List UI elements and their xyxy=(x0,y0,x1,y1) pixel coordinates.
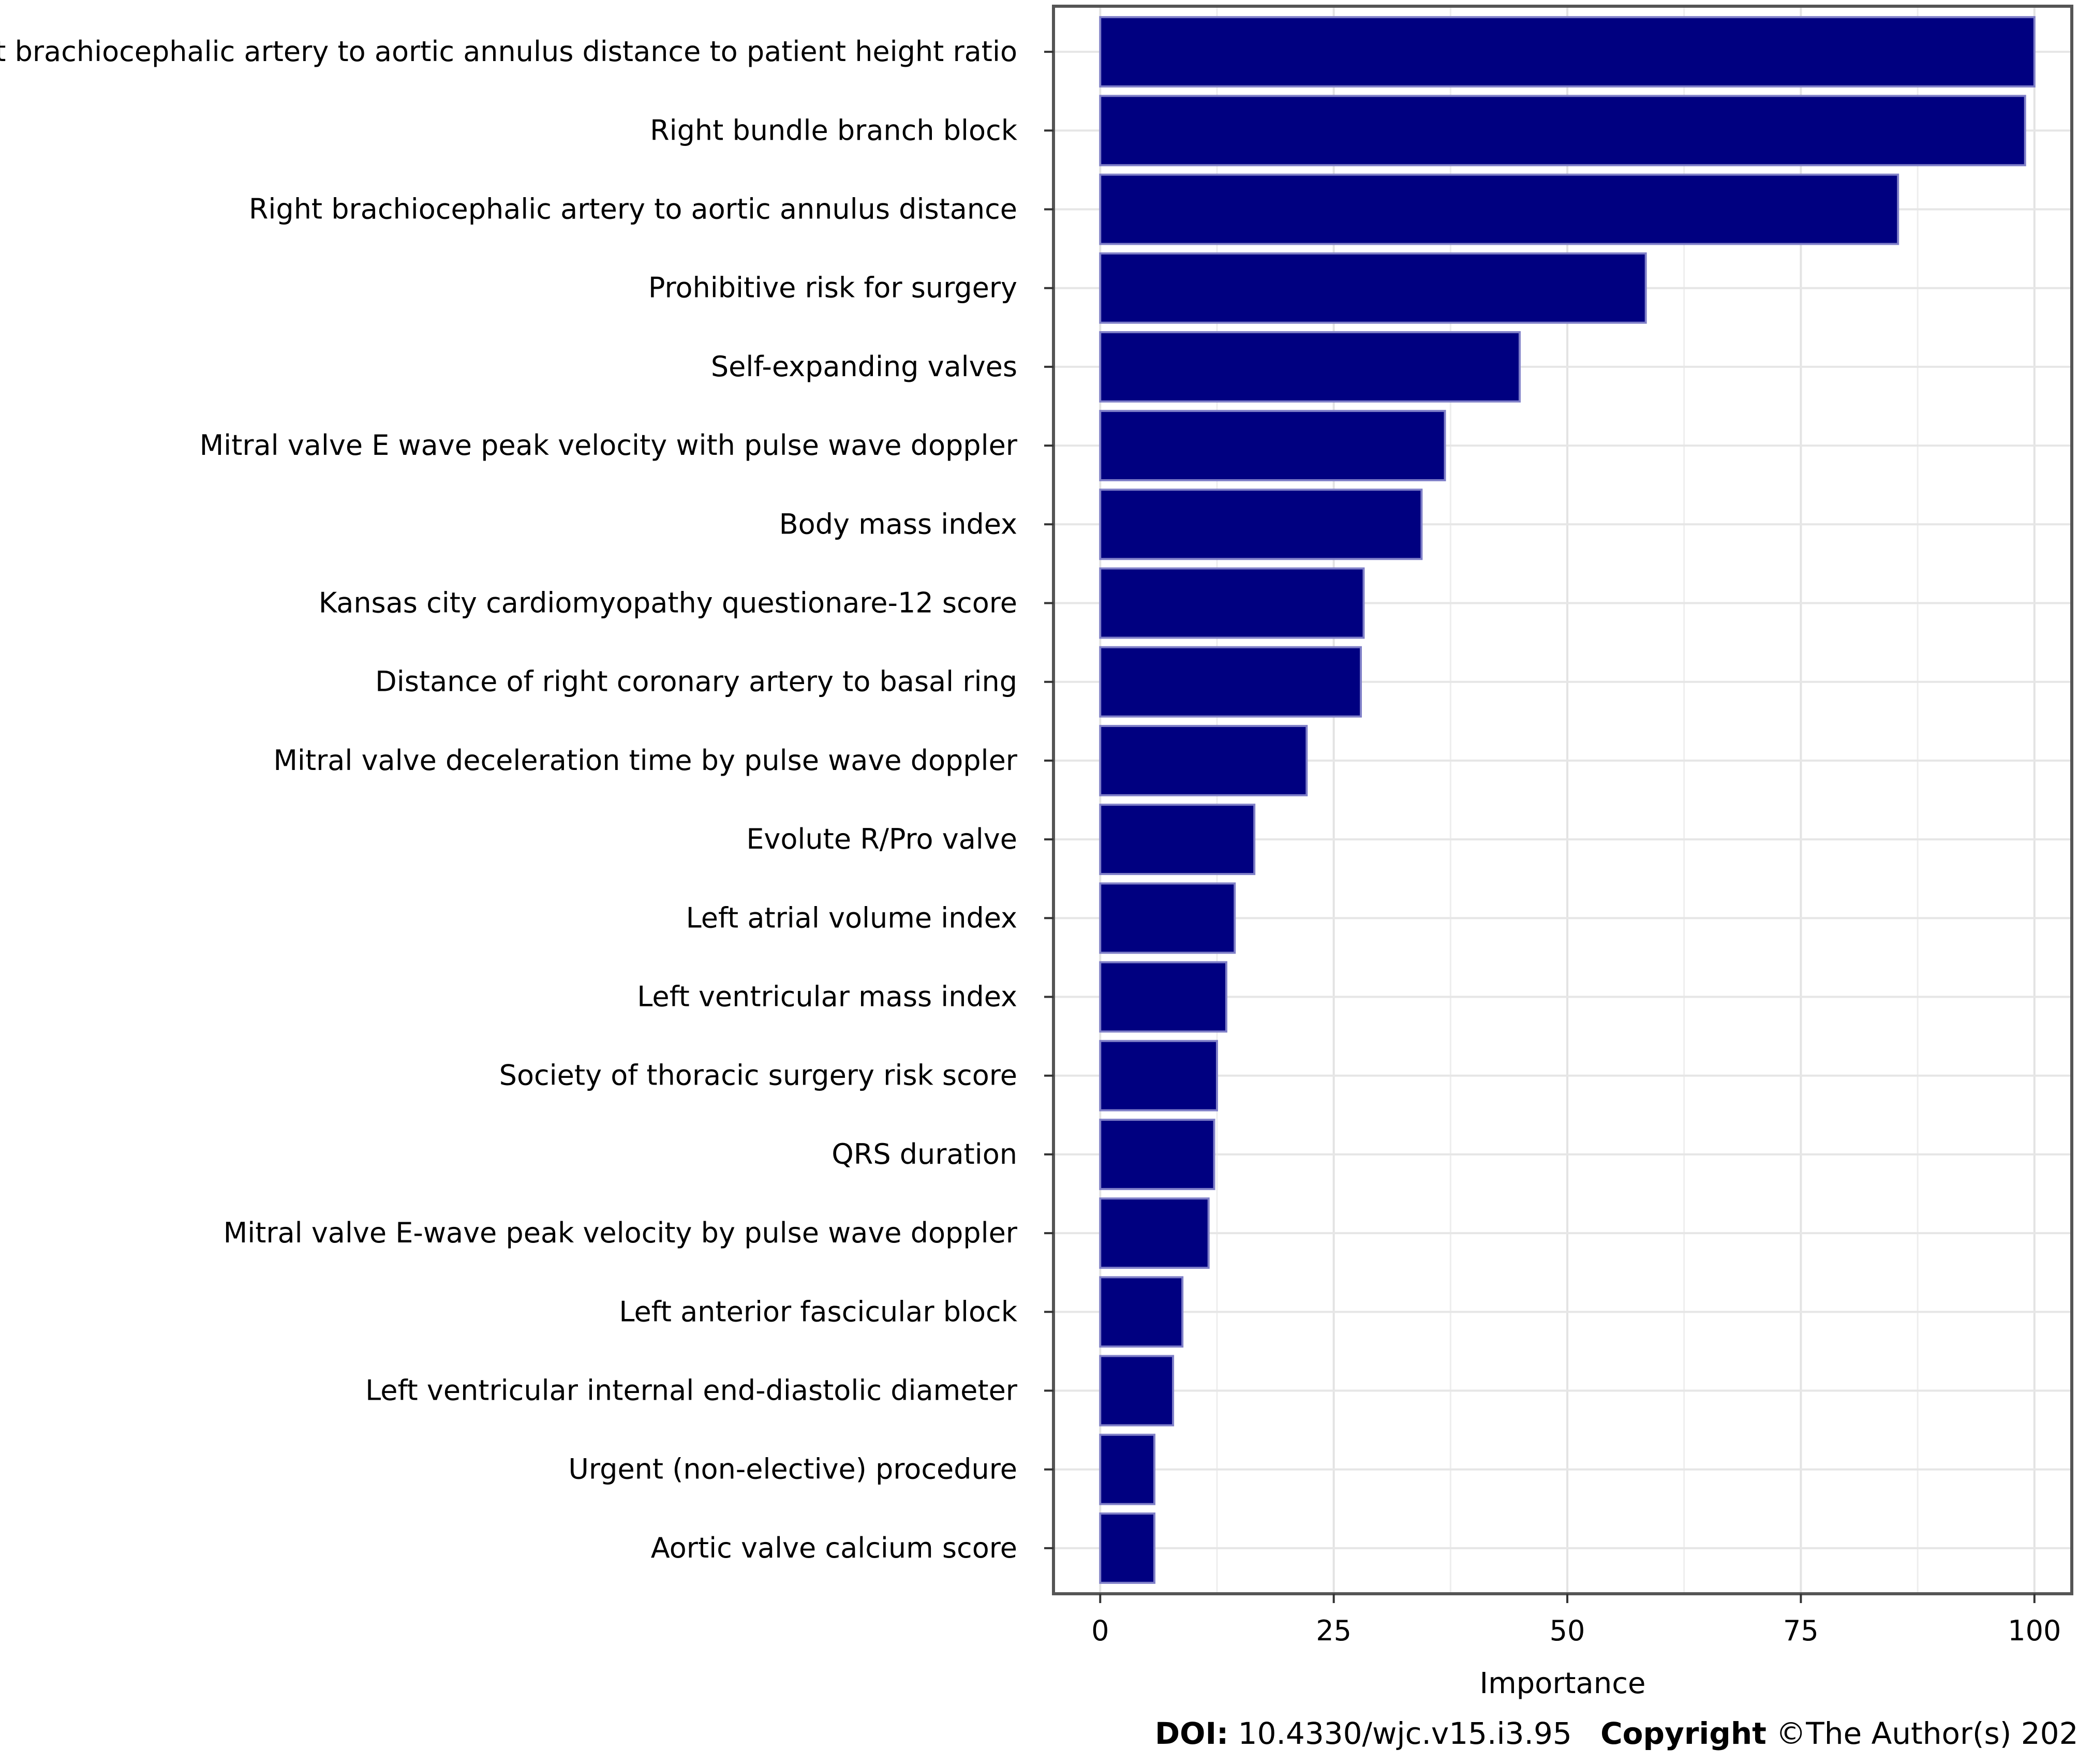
bar xyxy=(1099,331,1521,403)
y-tick-label: Left atrial volume index xyxy=(686,901,1017,934)
y-tick-label: Right brachiocephalic artery to aortic a… xyxy=(249,193,1017,226)
bar xyxy=(1099,646,1362,718)
y-tick-label: Self-expanding valves xyxy=(711,350,1017,383)
bar xyxy=(1099,961,1228,1033)
bar xyxy=(1099,16,2036,88)
bar xyxy=(1099,410,1446,482)
y-tick-label: Mitral valve E-wave peak velocity by pul… xyxy=(224,1217,1018,1249)
x-tick-label: 25 xyxy=(1316,1614,1352,1647)
y-tick-label: Kansas city cardiomyopathy questionare-1… xyxy=(319,587,1017,619)
bar xyxy=(1099,724,1308,796)
footer-citation: DOI: 10.4330/wjc.v15.i3.95 Copyright ©Th… xyxy=(1155,1716,2078,1751)
bar xyxy=(1099,1512,1155,1584)
x-axis-title: Importance xyxy=(1480,1667,1646,1700)
bar xyxy=(1099,1040,1218,1111)
y-tick-label: Mitral valve E wave peak velocity with p… xyxy=(200,429,1018,462)
bar xyxy=(1099,1433,1155,1505)
y-tick-label: Urgent (non-elective) procedure xyxy=(568,1453,1017,1486)
bar xyxy=(1099,882,1236,954)
x-axis-ticks: 0 25 50 75 100 xyxy=(1091,1594,2061,1647)
x-tick-label: 100 xyxy=(2008,1614,2061,1647)
bars xyxy=(1099,16,2036,1584)
y-tick-label: Body mass index xyxy=(779,508,1017,540)
y-tick-label: Evolute R/Pro valve xyxy=(746,823,1017,855)
y-tick-label: Left anterior fascicular block xyxy=(619,1295,1017,1328)
bar xyxy=(1099,173,1899,245)
x-tick-label: 0 xyxy=(1091,1614,1109,1647)
y-axis-labels: Right brachiocephalic artery to aortic a… xyxy=(0,35,1018,1564)
bar xyxy=(1099,1197,1210,1269)
copyright-value: ©The Author(s) 2023. xyxy=(1776,1716,2078,1751)
copyright-label: Copyright xyxy=(1600,1716,1767,1751)
x-tick-label: 50 xyxy=(1550,1614,1585,1647)
y-tick-label: QRS duration xyxy=(832,1138,1017,1170)
bar xyxy=(1099,1118,1215,1190)
y-tick-label: Right bundle branch block xyxy=(650,114,1018,146)
doi-value: 10.4330/wjc.v15.i3.95 xyxy=(1238,1716,1572,1751)
doi-label: DOI: xyxy=(1155,1716,1229,1751)
bar xyxy=(1099,95,2026,167)
y-tick-label: Aortic valve calcium score xyxy=(651,1532,1017,1564)
y-tick-label: Right brachiocephalic artery to aortic a… xyxy=(0,35,1017,68)
y-tick-label: Prohibitive risk for surgery xyxy=(648,272,1017,304)
y-tick-label: Society of thoracic surgery risk score xyxy=(499,1059,1017,1092)
bar xyxy=(1099,567,1365,639)
x-tick-label: 75 xyxy=(1783,1614,1819,1647)
y-tick-label: Left ventricular internal end-diastolic … xyxy=(365,1374,1018,1407)
y-tick-label: Mitral valve deceleration time by pulse … xyxy=(273,744,1017,777)
plot-panel-border xyxy=(1052,5,2073,1595)
bar xyxy=(1099,252,1647,324)
y-tick-label: Distance of right coronary artery to bas… xyxy=(375,665,1017,698)
bar xyxy=(1099,488,1423,560)
bar xyxy=(1099,1276,1184,1348)
y-axis-ticks xyxy=(1044,51,1053,1549)
bar xyxy=(1099,1355,1175,1427)
bar xyxy=(1099,804,1256,876)
y-tick-label: Left ventricular mass index xyxy=(637,981,1017,1013)
